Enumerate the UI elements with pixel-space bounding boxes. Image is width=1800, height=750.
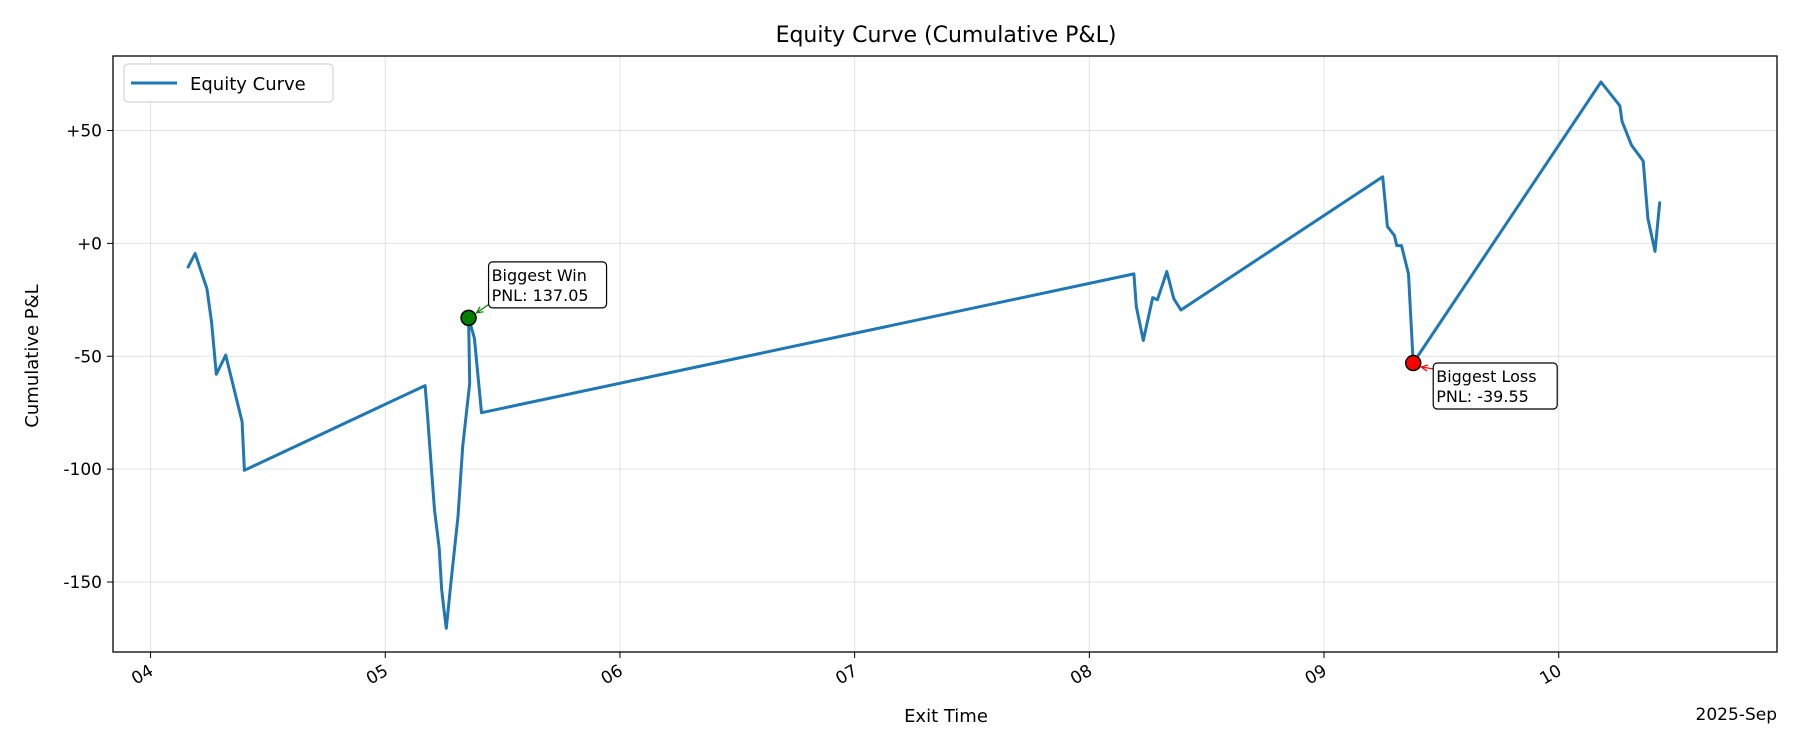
legend-box (123, 63, 334, 103)
series-layer (186, 80, 1662, 630)
chart-title: Equity Curve (Cumulative P&L) (776, 23, 1117, 48)
x-tick-label: 04 (128, 661, 157, 689)
y-tick-label: +50 (66, 122, 102, 142)
biggest-loss-box (1432, 362, 1558, 410)
biggest-win-marker (460, 309, 477, 327)
biggest-loss-arrow-head (1419, 364, 1429, 372)
biggest-win-arrow (476, 303, 490, 314)
grid-lines (113, 56, 1777, 652)
biggest-loss-value: PNL: -39.55 (1436, 387, 1529, 406)
biggest-win-value: PNL: 137.05 (492, 286, 589, 305)
y-axis-label: Cumulative P&L (22, 284, 43, 427)
y-tick-label: -50 (74, 347, 102, 367)
biggest-win-label: Biggest Win (492, 266, 587, 285)
x-tick-label: 08 (1067, 661, 1096, 689)
equity-curve-line (186, 80, 1662, 630)
x-axis-offset-label: 2025-Sep (1696, 705, 1777, 725)
y-tick-label: -150 (63, 573, 102, 593)
x-axis-label: Exit Time (904, 706, 988, 727)
x-axis-ticks: 04 05 06 07 08 09 10 (128, 652, 1565, 689)
x-tick-label: 07 (832, 661, 861, 689)
y-axis-ticks: +50 +0 -50 -100 -150 (63, 122, 113, 593)
x-tick-label: 10 (1536, 661, 1565, 689)
biggest-win-box (487, 261, 608, 309)
legend: Equity Curve (123, 63, 334, 103)
y-tick-label: +0 (77, 234, 102, 254)
biggest-loss-marker (1404, 354, 1422, 372)
x-tick-label: 06 (598, 661, 627, 689)
biggest-loss-label: Biggest Loss (1436, 367, 1536, 386)
biggest-win-arrow-head (475, 306, 484, 314)
biggest-loss-arrow (1421, 366, 1435, 370)
legend-entry-label: Equity Curve (190, 74, 306, 95)
plot-frame (112, 55, 1778, 653)
y-tick-label: -100 (63, 460, 102, 480)
x-tick-label: 09 (1302, 661, 1331, 689)
x-tick-label: 05 (363, 661, 392, 689)
